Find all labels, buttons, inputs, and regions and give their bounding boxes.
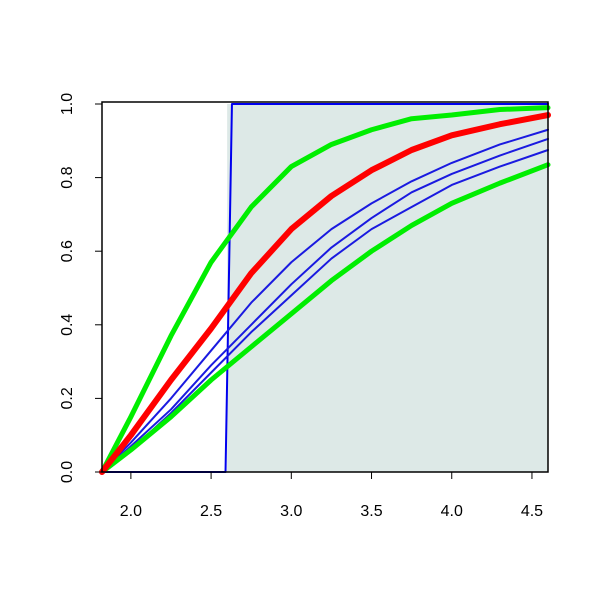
series-line (101, 137, 549, 473)
x-tick-label: 2.5 (200, 503, 222, 520)
x-tick-label: 4.0 (441, 503, 463, 520)
y-tick-label: 1.0 (59, 93, 76, 115)
series-line (101, 128, 549, 473)
x-tick-label: 3.5 (360, 503, 382, 520)
y-tick-label: 0.8 (59, 166, 76, 188)
plot-frame (101, 101, 549, 473)
series-line (99, 162, 551, 475)
x-tick-label: 4.5 (521, 503, 543, 520)
series-line (99, 105, 551, 475)
x-tick-label: 2.0 (120, 503, 142, 520)
y-tick-label: 0.4 (59, 314, 76, 336)
y-tick-label: 0.2 (59, 387, 76, 409)
x-tick-label: 3.0 (280, 503, 302, 520)
series-line (99, 112, 551, 475)
y-tick-label: 0.6 (59, 240, 76, 262)
y-tick-label: 0.0 (59, 461, 76, 483)
